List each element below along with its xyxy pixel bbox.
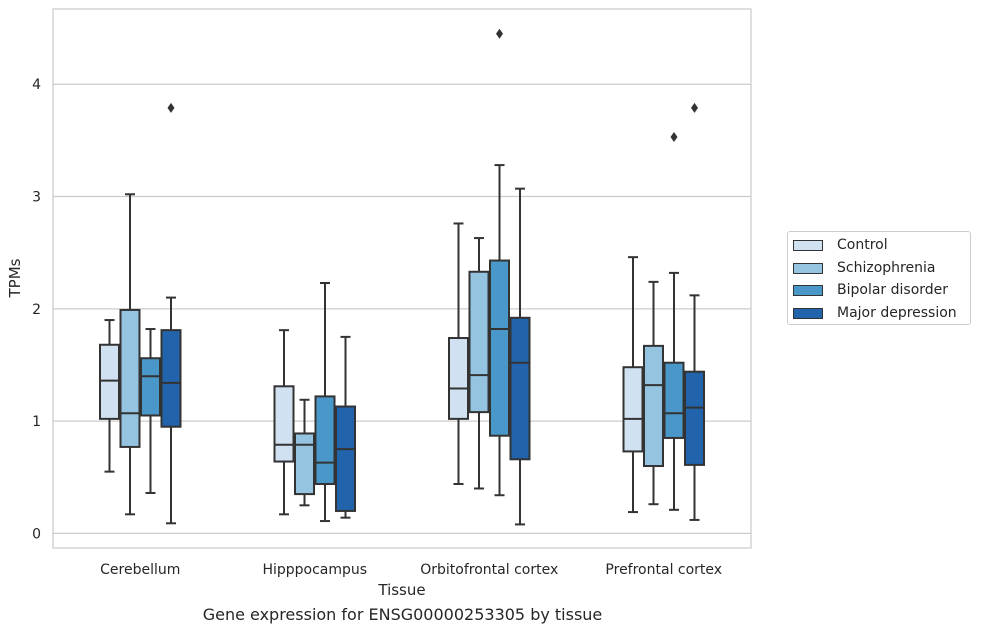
box-prefrontal-cortex-major-depression <box>684 102 705 521</box>
outlier-point <box>496 28 503 39</box>
outlier-point <box>691 102 698 113</box>
box-prefrontal-cortex-control <box>622 256 644 514</box>
plot-area-frame <box>52 8 752 549</box>
legend-swatch-control <box>793 239 823 251</box>
y-tick-label-3: 3 <box>32 190 41 206</box>
box-iqr <box>314 395 336 485</box>
box-iqr <box>663 361 685 439</box>
legend: Control Schizophrenia Bipolar disorder M… <box>787 231 971 325</box>
box-iqr <box>119 308 141 448</box>
y-tick-labels: 0 1 2 3 4 <box>32 77 41 542</box>
box-orbitofrontal-cortex-control <box>448 222 469 485</box>
outlier-point <box>670 132 678 143</box>
box-orbitofrontal-cortex-bipolar-disorder <box>489 28 510 497</box>
box-cerebellum-schizophrenia <box>119 193 141 516</box>
y-axis-label: TPMs <box>6 258 24 298</box>
box-iqr <box>622 366 644 453</box>
legend-item-control: Control <box>793 235 888 255</box>
y-tick-label-4: 4 <box>32 77 41 93</box>
box-iqr <box>468 270 490 414</box>
box-orbitofrontal-cortex-major-depression <box>509 187 531 526</box>
box-cerebellum-bipolar-disorder <box>140 328 161 494</box>
box-iqr <box>273 385 295 463</box>
x-tick-label-orbitofrontal-cortex: Orbitofrontal cortex <box>420 562 558 578</box>
legend-swatch-bipolar-disorder <box>793 284 823 296</box>
box-iqr <box>99 343 120 420</box>
y-tick-label-1: 1 <box>32 414 41 430</box>
x-tick-label-cerebellum: Cerebellum <box>100 562 180 578</box>
x-axis-label: Tissue <box>377 581 425 599</box>
legend-label-major-depression: Major depression <box>837 305 957 321</box>
box-iqr <box>140 357 161 417</box>
box-hipppocampus-bipolar-disorder <box>314 281 336 523</box>
box-iqr <box>509 316 531 461</box>
legend-swatch-schizophrenia <box>793 262 823 274</box>
legend-item-bipolar-disorder: Bipolar disorder <box>793 280 948 300</box>
box-hipppocampus-major-depression <box>335 335 356 519</box>
box-iqr <box>294 432 315 496</box>
boxes-layer <box>99 28 705 526</box>
box-hipppocampus-schizophrenia <box>294 398 315 507</box>
box-prefrontal-cortex-schizophrenia <box>643 280 664 506</box>
box-iqr <box>448 337 469 420</box>
chart-caption: Gene expression for ENSG00000253305 by t… <box>202 605 603 624</box>
legend-label-bipolar-disorder: Bipolar disorder <box>837 282 949 298</box>
legend-item-schizophrenia: Schizophrenia <box>793 258 935 278</box>
box-prefrontal-cortex-bipolar-disorder <box>663 132 685 511</box>
x-tick-labels: Cerebellum Hipppocampus Orbitofrontal cort… <box>100 562 722 578</box>
legend-label-schizophrenia: Schizophrenia <box>837 260 936 276</box>
box-hipppocampus-control <box>273 329 295 516</box>
box-iqr <box>335 405 356 512</box>
box-iqr <box>160 329 182 428</box>
box-cerebellum-control <box>99 319 120 473</box>
legend-label-control: Control <box>837 237 888 253</box>
x-tick-label-hipppocampus: Hipppocampus <box>262 562 367 578</box>
box-iqr <box>489 259 510 437</box>
x-tick-label-prefrontal-cortex: Prefrontal cortex <box>605 562 722 578</box>
outlier-point <box>167 102 175 113</box>
y-tick-label-2: 2 <box>32 302 41 318</box>
box-iqr <box>643 344 664 468</box>
y-tick-label-0: 0 <box>32 526 41 542</box>
legend-item-major-depression: Major depression <box>793 303 957 323</box>
box-orbitofrontal-cortex-schizophrenia <box>468 237 490 490</box>
box-iqr <box>684 370 705 466</box>
legend-swatch-major-depression <box>793 307 823 319</box>
box-cerebellum-major-depression <box>160 102 182 525</box>
